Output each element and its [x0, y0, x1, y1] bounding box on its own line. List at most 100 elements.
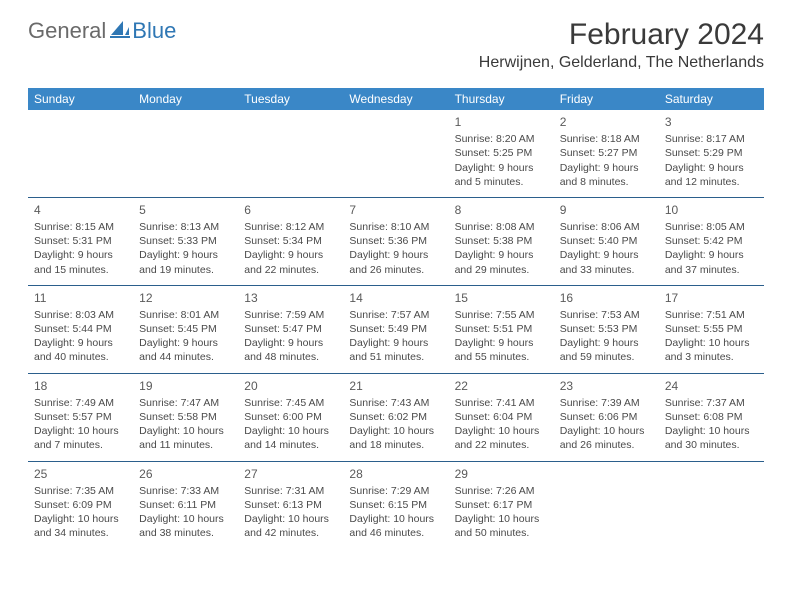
day-cell: 5Sunrise: 8:13 AMSunset: 5:33 PMDaylight… — [133, 198, 238, 285]
day-number: 11 — [34, 290, 127, 306]
sunset-text: Sunset: 5:29 PM — [665, 146, 758, 160]
daylight-text: Daylight: 10 hours and 42 minutes. — [244, 512, 337, 540]
sunrise-text: Sunrise: 8:08 AM — [455, 220, 548, 234]
sunrise-text: Sunrise: 7:59 AM — [244, 308, 337, 322]
day-number: 17 — [665, 290, 758, 306]
week-row: 18Sunrise: 7:49 AMSunset: 5:57 PMDayligh… — [28, 373, 764, 461]
sunrise-text: Sunrise: 8:03 AM — [34, 308, 127, 322]
day-cell — [554, 462, 659, 549]
daylight-text: Daylight: 10 hours and 34 minutes. — [34, 512, 127, 540]
day-cell: 14Sunrise: 7:57 AMSunset: 5:49 PMDayligh… — [343, 286, 448, 373]
day-number: 9 — [560, 202, 653, 218]
daylight-text: Daylight: 9 hours and 51 minutes. — [349, 336, 442, 364]
day-number: 23 — [560, 378, 653, 394]
weekday-header-row: SundayMondayTuesdayWednesdayThursdayFrid… — [28, 88, 764, 110]
logo-text-blue: Blue — [132, 18, 176, 44]
day-number: 3 — [665, 114, 758, 130]
sunrise-text: Sunrise: 7:29 AM — [349, 484, 442, 498]
weekday-header: Tuesday — [238, 88, 343, 110]
day-number: 5 — [139, 202, 232, 218]
day-cell — [659, 462, 764, 549]
sunrise-text: Sunrise: 8:01 AM — [139, 308, 232, 322]
day-number: 29 — [455, 466, 548, 482]
sunset-text: Sunset: 5:44 PM — [34, 322, 127, 336]
sunrise-text: Sunrise: 7:35 AM — [34, 484, 127, 498]
day-cell: 11 Sunrise: 8:03 AMSunset: 5:44 PMDayligh… — [28, 286, 133, 373]
daylight-text: Daylight: 9 hours and 37 minutes. — [665, 248, 758, 276]
daylight-text: Daylight: 9 hours and 26 minutes. — [349, 248, 442, 276]
daylight-text: Daylight: 9 hours and 15 minutes. — [34, 248, 127, 276]
daylight-text: Daylight: 9 hours and 48 minutes. — [244, 336, 337, 364]
sunset-text: Sunset: 5:36 PM — [349, 234, 442, 248]
sunrise-text: Sunrise: 8:05 AM — [665, 220, 758, 234]
sunset-text: Sunset: 5:38 PM — [455, 234, 548, 248]
sunrise-text: Sunrise: 7:55 AM — [455, 308, 548, 322]
day-cell: 1Sunrise: 8:20 AMSunset: 5:25 PMDaylight… — [449, 110, 554, 197]
week-row: 11Sunrise: 8:03 AMSunset: 5:44 PMDayligh… — [28, 285, 764, 373]
sunset-text: Sunset: 5:40 PM — [560, 234, 653, 248]
sunset-text: Sunset: 6:00 PM — [244, 410, 337, 424]
day-cell: 3Sunrise: 8:17 AMSunset: 5:29 PMDaylight… — [659, 110, 764, 197]
day-number: 16 — [560, 290, 653, 306]
sunset-text: Sunset: 6:15 PM — [349, 498, 442, 512]
week-row: 1 Sunrise: 8:20 AMSunset: 5:25 PM Daylight… — [28, 110, 764, 197]
sunset-text: Sunset: 5:45 PM — [139, 322, 232, 336]
weekday-header: Thursday — [449, 88, 554, 110]
logo: General Blue — [28, 18, 176, 44]
week-row: 25Sunrise: 7:35 AMSunset: 6:09 PMDayligh… — [28, 461, 764, 549]
weekday-header: Friday — [554, 88, 659, 110]
sunset-text: Sunset: 5:55 PM — [665, 322, 758, 336]
sunset-text: Sunset: 5:25 PM — [455, 146, 548, 160]
sunset-text: Sunset: 5:57 PM — [34, 410, 127, 424]
daylight-text: Daylight: 9 hours and 40 minutes. — [34, 336, 127, 364]
page-title: February 2024 — [479, 18, 764, 52]
sunset-text: Sunset: 6:11 PM — [139, 498, 232, 512]
day-cell: 9Sunrise: 8:06 AMSunset: 5:40 PMDaylight… — [554, 198, 659, 285]
calendar: SundayMondayTuesdayWednesdayThursdayFrid… — [28, 88, 764, 548]
day-cell: 7Sunrise: 8:10 AMSunset: 5:36 PMDaylight… — [343, 198, 448, 285]
daylight-text: Daylight: 9 hours and 12 minutes. — [665, 161, 758, 189]
sunrise-text: Sunrise: 7:45 AM — [244, 396, 337, 410]
day-number: 8 — [455, 202, 548, 218]
sunrise-text: Sunrise: 7:49 AM — [34, 396, 127, 410]
daylight-text: Daylight: 10 hours and 46 minutes. — [349, 512, 442, 540]
day-number: 10 — [665, 202, 758, 218]
daylight-text: Daylight: 9 hours and 44 minutes. — [139, 336, 232, 364]
sunset-text: Sunset: 6:04 PM — [455, 410, 548, 424]
day-number: 22 — [455, 378, 548, 394]
day-number: 2 — [560, 114, 653, 130]
day-cell: 19Sunrise: 7:47 AMSunset: 5:58 PMDayligh… — [133, 374, 238, 461]
day-cell: 16Sunrise: 7:53 AMSunset: 5:53 PMDayligh… — [554, 286, 659, 373]
day-cell: 17Sunrise: 7:51 AMSunset: 5:55 PMDayligh… — [659, 286, 764, 373]
day-cell: 26Sunrise: 7:33 AMSunset: 6:11 PMDayligh… — [133, 462, 238, 549]
sunrise-text: Sunrise: 7:37 AM — [665, 396, 758, 410]
weekday-header: Wednesday — [343, 88, 448, 110]
sunrise-text: Sunrise: 8:06 AM — [560, 220, 653, 234]
sunset-text: Sunset: 5:34 PM — [244, 234, 337, 248]
sunset-text: Sunset: 5:33 PM — [139, 234, 232, 248]
day-cell: 13Sunrise: 7:59 AMSunset: 5:47 PMDayligh… — [238, 286, 343, 373]
day-cell: 21Sunrise: 7:43 AMSunset: 6:02 PMDayligh… — [343, 374, 448, 461]
sunrise-text: Sunrise: 7:53 AM — [560, 308, 653, 322]
daylight-text: Daylight: 10 hours and 14 minutes. — [244, 424, 337, 452]
daylight-text: Daylight: 10 hours and 3 minutes. — [665, 336, 758, 364]
title-block: February 2024 Herwijnen, Gelderland, The… — [479, 18, 764, 72]
day-number: 1 — [455, 114, 548, 130]
day-cell: 6Sunrise: 8:12 AMSunset: 5:34 PMDaylight… — [238, 198, 343, 285]
sunrise-text: Sunrise: 7:41 AM — [455, 396, 548, 410]
day-cell — [28, 110, 133, 197]
daylight-text: Daylight: 10 hours and 26 minutes. — [560, 424, 653, 452]
daylight-text: Daylight: 10 hours and 18 minutes. — [349, 424, 442, 452]
day-number: 27 — [244, 466, 337, 482]
sunset-text: Sunset: 5:51 PM — [455, 322, 548, 336]
sunrise-text: Sunrise: 8:20 AM — [455, 132, 548, 146]
sunset-text: Sunset: 6:17 PM — [455, 498, 548, 512]
sunrise-text: Sunrise: 7:43 AM — [349, 396, 442, 410]
day-cell — [238, 110, 343, 197]
daylight-text: Daylight: 9 hours and 8 minutes. — [560, 161, 653, 189]
day-cell: 18Sunrise: 7:49 AMSunset: 5:57 PMDayligh… — [28, 374, 133, 461]
daylight-text: Daylight: 9 hours and 22 minutes. — [244, 248, 337, 276]
sunset-text: Sunset: 6:09 PM — [34, 498, 127, 512]
day-number: 13 — [244, 290, 337, 306]
day-cell: 15Sunrise: 7:55 AMSunset: 5:51 PMDayligh… — [449, 286, 554, 373]
